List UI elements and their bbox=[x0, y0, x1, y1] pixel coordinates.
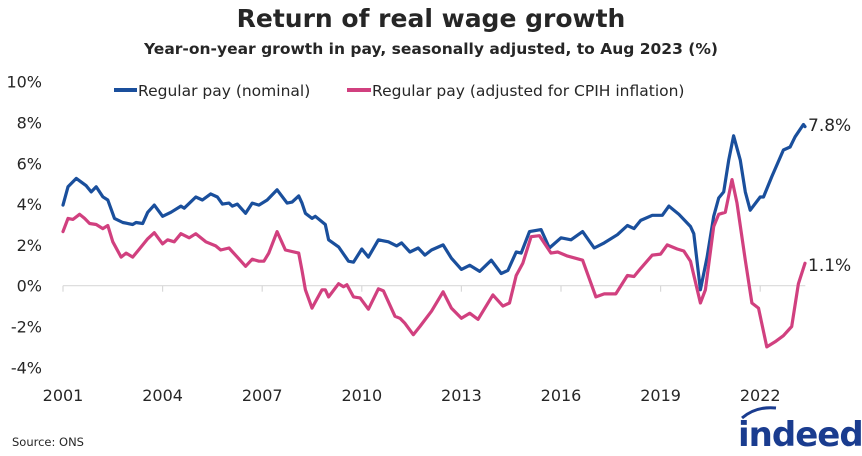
y-tick-label: 2% bbox=[17, 236, 42, 255]
x-tick-label: 2013 bbox=[441, 386, 482, 405]
series-lines bbox=[61, 122, 807, 349]
x-axis: 2001 2004 2007 2010 2013 2016 2019 2022 bbox=[43, 285, 806, 405]
chart-subtitle: Year-on-year growth in pay, seasonally a… bbox=[143, 40, 718, 58]
end-label-real: 1.1% bbox=[808, 256, 851, 276]
y-tick-label: 8% bbox=[17, 114, 42, 133]
chart-title: Return of real wage growth bbox=[237, 4, 626, 33]
x-tick-label: 2007 bbox=[242, 386, 283, 405]
y-tick-label: 10% bbox=[6, 73, 42, 92]
y-tick-label: 4% bbox=[17, 195, 42, 214]
y-tick-label: 0% bbox=[17, 277, 42, 296]
x-tick-label: 2010 bbox=[341, 386, 382, 405]
y-tick-label: 6% bbox=[17, 154, 42, 173]
legend: Regular pay (nominal) Regular pay (adjus… bbox=[114, 82, 684, 100]
x-tick-label: 2022 bbox=[740, 386, 781, 405]
svg-text:indeed: indeed bbox=[738, 415, 862, 455]
x-tick-label: 2001 bbox=[43, 386, 84, 405]
legend-label-real: Regular pay (adjusted for CPIH inflation… bbox=[372, 82, 684, 100]
x-tick-label: 2016 bbox=[541, 386, 582, 405]
y-tick-label: -4% bbox=[11, 358, 42, 377]
logo-swoosh bbox=[741, 406, 777, 420]
x-tick-label: 2019 bbox=[640, 386, 681, 405]
series-line-nominal bbox=[61, 122, 807, 292]
y-axis: -4% -2% 0% 2% 4% 6% 8% 10% bbox=[6, 73, 42, 378]
source-note: Source: ONS bbox=[12, 435, 84, 449]
legend-label-nominal: Regular pay (nominal) bbox=[138, 82, 310, 100]
y-tick-label: -2% bbox=[11, 318, 42, 337]
series-line-real bbox=[61, 178, 807, 349]
indeed-logo: indeed bbox=[738, 406, 862, 455]
end-label-nominal: 7.8% bbox=[808, 116, 851, 136]
x-tick-label: 2004 bbox=[142, 386, 183, 405]
